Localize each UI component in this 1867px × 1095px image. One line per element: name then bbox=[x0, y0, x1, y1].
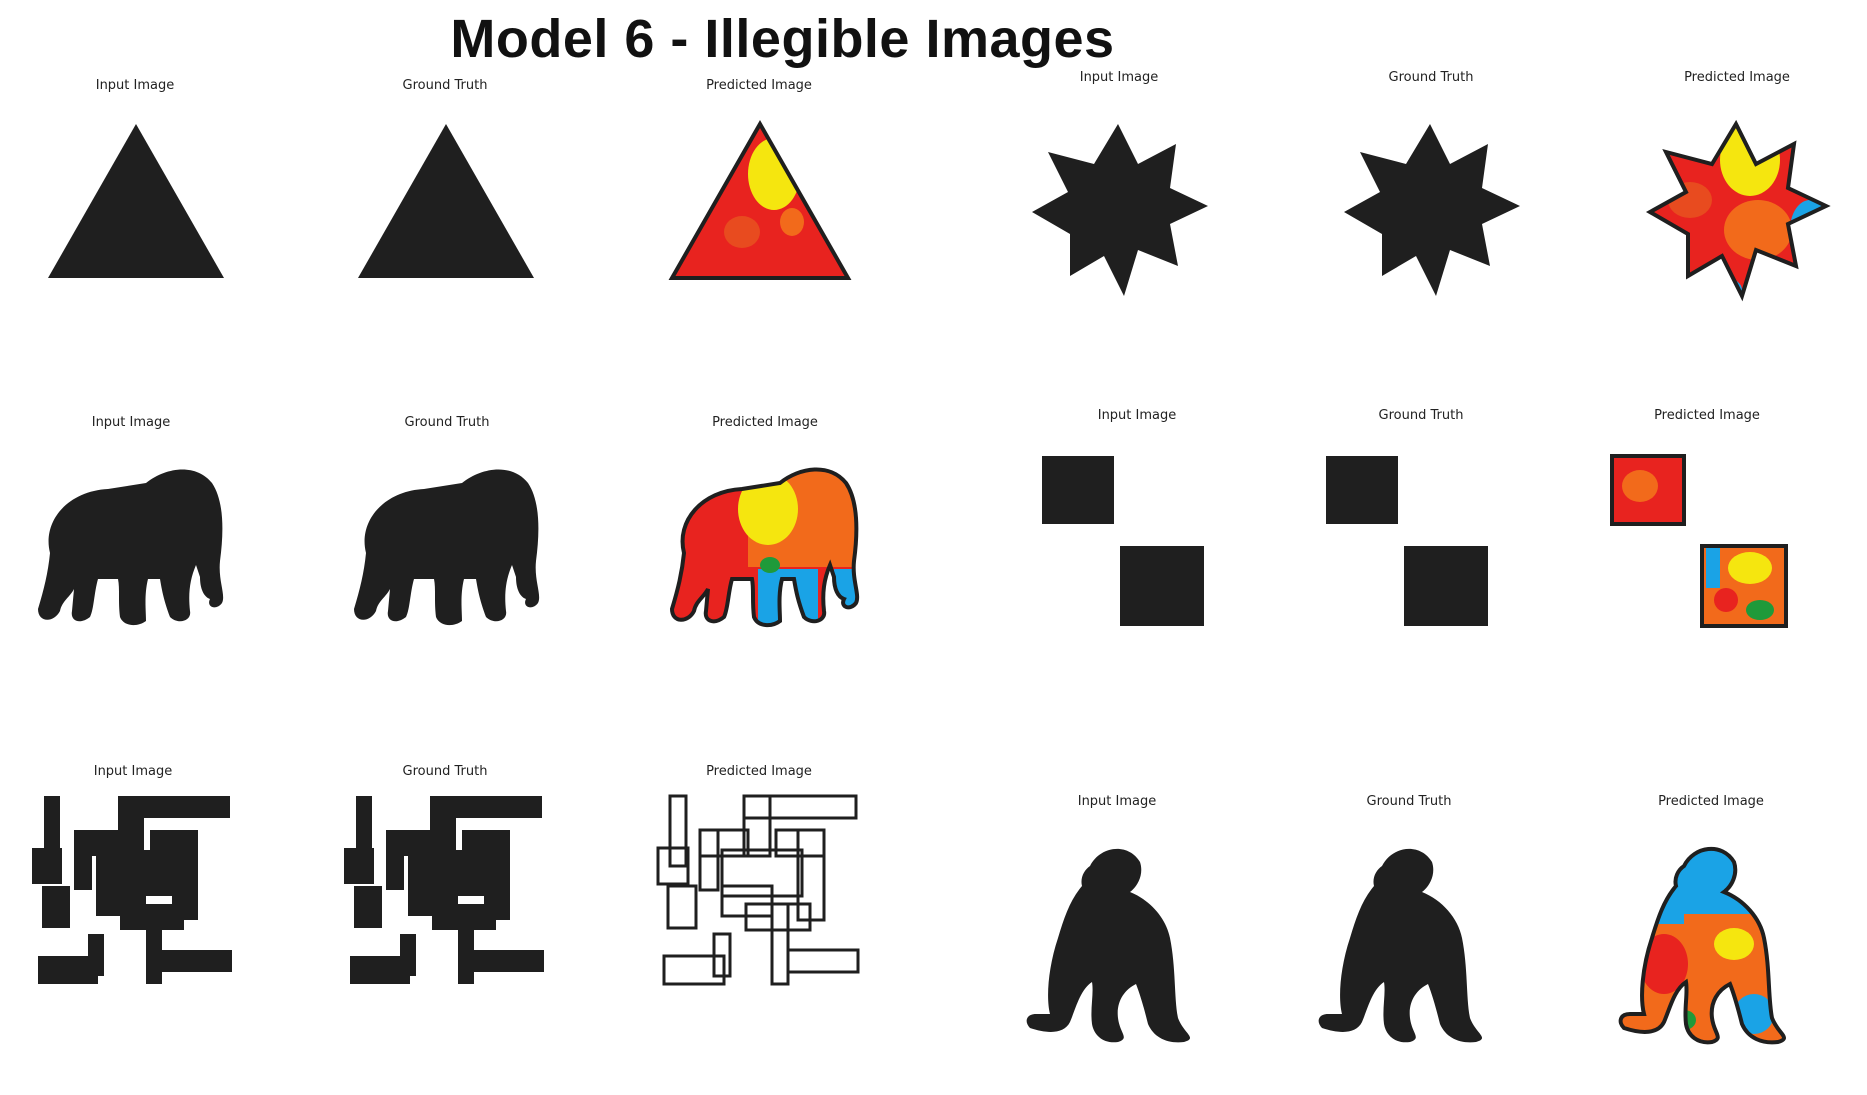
input-image-label: Input Image bbox=[1097, 408, 1177, 423]
two-squares-icon bbox=[1326, 456, 1488, 626]
triangle-icon bbox=[358, 124, 534, 278]
ground-truth-label: Ground Truth bbox=[1378, 408, 1464, 423]
triangle-icon bbox=[48, 124, 224, 278]
two-squares-icon bbox=[1042, 456, 1204, 626]
row2b-predicted-panel: Predicted Image bbox=[1600, 408, 1814, 668]
row2-truth-panel: Ground Truth bbox=[340, 415, 554, 665]
row2b-truth-panel: Ground Truth bbox=[1314, 408, 1528, 668]
input-image-label: Input Image bbox=[91, 415, 171, 430]
page-title: Model 6 - Illegible Images bbox=[450, 9, 1115, 69]
row1b-predicted-panel: Predicted Image bbox=[1630, 70, 1844, 320]
row2-input-panel: Input Image bbox=[24, 415, 238, 665]
gorilla-icon bbox=[1026, 848, 1191, 1043]
predicted-image-label: Predicted Image bbox=[1658, 794, 1764, 809]
predicted-two-squares-icon bbox=[1610, 454, 1788, 628]
row2-predicted-panel: Predicted Image bbox=[658, 415, 872, 665]
predicted-image-label: Predicted Image bbox=[706, 78, 812, 93]
row1-truth-panel: Ground Truth bbox=[338, 78, 552, 318]
row3b-truth-panel: Ground Truth bbox=[1302, 794, 1516, 1074]
row3b-input-panel: Input Image bbox=[1010, 794, 1224, 1074]
row1b-input-panel: Input Image bbox=[1012, 70, 1226, 320]
predicted-elephant-icon bbox=[670, 467, 860, 628]
predicted-image-label: Predicted Image bbox=[706, 764, 812, 779]
input-image-label: Input Image bbox=[93, 764, 173, 779]
input-image-label: Input Image bbox=[1077, 794, 1157, 809]
row1b-truth-panel: Ground Truth bbox=[1324, 70, 1538, 320]
ground-truth-label: Ground Truth bbox=[1366, 794, 1452, 809]
row1-predicted-panel: Predicted Image bbox=[652, 78, 866, 318]
maze-icon bbox=[32, 796, 232, 984]
row3-truth-panel: Ground Truth bbox=[338, 764, 552, 1024]
row1-input-panel: Input Image bbox=[28, 78, 242, 318]
ground-truth-label: Ground Truth bbox=[402, 78, 488, 93]
ground-truth-label: Ground Truth bbox=[404, 415, 490, 430]
elephant-icon bbox=[354, 469, 540, 626]
star-icon bbox=[1344, 124, 1520, 296]
maze-icon bbox=[344, 796, 544, 984]
predicted-image-label: Predicted Image bbox=[1654, 408, 1760, 423]
row3-predicted-panel: Predicted Image bbox=[652, 764, 866, 1024]
star-icon bbox=[1032, 124, 1208, 296]
row2b-input-panel: Input Image bbox=[1030, 408, 1244, 668]
row3-input-panel: Input Image bbox=[26, 764, 240, 1024]
input-image-label: Input Image bbox=[95, 78, 175, 93]
elephant-icon bbox=[38, 469, 224, 626]
predicted-maze-icon bbox=[656, 794, 860, 986]
ground-truth-label: Ground Truth bbox=[402, 764, 488, 779]
input-image-label: Input Image bbox=[1079, 70, 1159, 85]
predicted-image-label: Predicted Image bbox=[712, 415, 818, 430]
row3b-predicted-panel: Predicted Image bbox=[1604, 794, 1818, 1074]
predicted-triangle-icon bbox=[670, 122, 850, 280]
predicted-image-label: Predicted Image bbox=[1684, 70, 1790, 85]
ground-truth-label: Ground Truth bbox=[1388, 70, 1474, 85]
gorilla-icon bbox=[1318, 848, 1483, 1043]
predicted-gorilla-icon bbox=[1618, 846, 1787, 1045]
predicted-star-icon bbox=[1648, 122, 1828, 298]
